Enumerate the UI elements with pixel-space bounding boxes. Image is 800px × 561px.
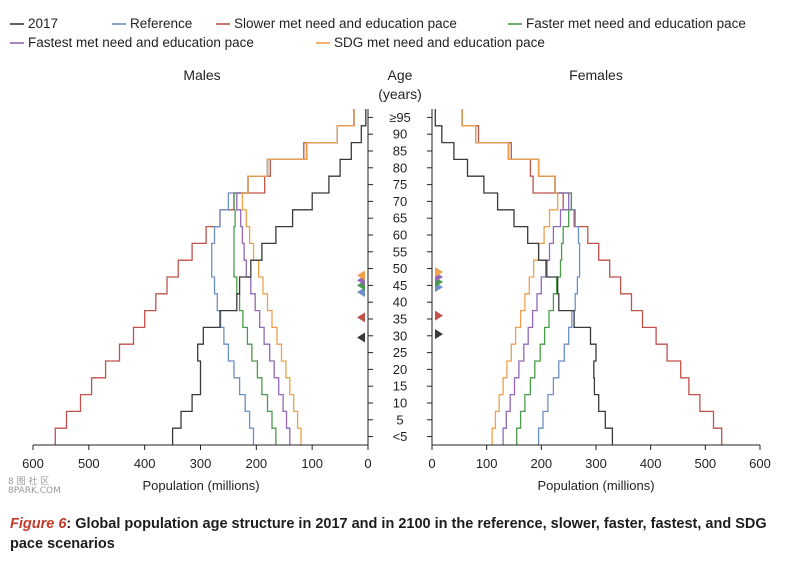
watermark-line2: 8PARK.COM — [8, 486, 61, 496]
females-x-axis-label: Population (millions) — [537, 478, 654, 493]
age-tick-label: 60 — [393, 228, 407, 243]
age-tick-label: 25 — [393, 345, 407, 360]
males-median-marker — [357, 270, 365, 281]
females-x-tick-label: 200 — [530, 456, 552, 471]
watermark: 8 图 社 区 8PARK.COM — [8, 478, 61, 496]
legend-label: SDG met need and education pace — [334, 35, 545, 50]
males-x-tick-label: 500 — [78, 456, 100, 471]
females-series-slower-met-need-and-education-pace — [461, 109, 723, 445]
males-x-tick-label: 0 — [364, 456, 371, 471]
age-tick-label: 80 — [393, 160, 407, 175]
females-x-tick-label: 0 — [428, 456, 435, 471]
age-tick-label: 35 — [393, 312, 407, 327]
age-tick-label: 70 — [393, 194, 407, 209]
females-title: Females — [569, 67, 623, 83]
age-tick-label: 85 — [393, 144, 407, 159]
females-median-marker — [435, 310, 443, 321]
males-median-marker — [357, 332, 365, 343]
females-x-tick-label: 500 — [694, 456, 716, 471]
females-x-tick-label: 400 — [640, 456, 662, 471]
age-tick-label: 50 — [393, 261, 407, 276]
age-tick-label: 20 — [393, 362, 407, 377]
males-median-marker — [357, 287, 365, 298]
population-pyramid-chart: 2017 Reference Slower met need and educati… — [10, 16, 771, 493]
females-x-tick-label: 600 — [749, 456, 771, 471]
caption-text: : Global population age structure in 201… — [10, 516, 767, 552]
age-tick-label: 75 — [393, 177, 407, 192]
age-axis-unit: (years) — [378, 86, 422, 102]
females-panel — [434, 109, 723, 445]
age-tick-label: 65 — [393, 211, 407, 226]
caption-label: Figure 6 — [10, 516, 67, 532]
legend-label: 2017 — [28, 16, 58, 31]
watermark-line1: 8 图 社 区 — [8, 477, 50, 487]
legend-label: Slower met need and education pace — [234, 16, 457, 31]
age-tick-label: 15 — [393, 379, 407, 394]
age-tick-label: 55 — [393, 244, 407, 259]
females-x-tick-label: 300 — [585, 456, 607, 471]
females-median-marker — [435, 266, 443, 277]
age-tick-label: <5 — [393, 429, 408, 444]
males-series-2017 — [171, 109, 367, 445]
males-x-tick-label: 400 — [134, 456, 156, 471]
legend-label: Fastest met need and education pace — [28, 35, 254, 50]
males-panel — [54, 109, 367, 445]
legend-label: Faster met need and education pace — [526, 16, 746, 31]
males-median-marker — [357, 312, 365, 323]
males-x-tick-label: 200 — [245, 456, 267, 471]
legend-label: Reference — [130, 16, 192, 31]
males-title: Males — [183, 67, 220, 83]
age-tick-label: 45 — [393, 278, 407, 293]
age-tick-label: 30 — [393, 328, 407, 343]
males-x-tick-label: 100 — [301, 456, 323, 471]
age-tick-label: ≥95 — [389, 110, 411, 125]
age-tick-label: 10 — [393, 396, 407, 411]
males-x-tick-label: 600 — [22, 456, 44, 471]
figure-caption: Figure 6: Global population age structur… — [10, 514, 790, 554]
x-axes: 600 500 400 300 200 100 0 0 100 200 300 400 500 600 — [22, 109, 771, 471]
males-x-tick-label: 300 — [190, 456, 212, 471]
age-tick-label: 90 — [393, 127, 407, 142]
age-tick-label: 40 — [393, 295, 407, 310]
females-series-2017 — [434, 109, 614, 445]
females-series-sdg-met-need-and-education-pace — [461, 109, 559, 445]
age-axis-title: Age — [388, 67, 413, 83]
median-age-markers — [357, 266, 443, 343]
age-tick-label: 5 — [396, 412, 403, 427]
males-x-axis-label: Population (millions) — [142, 478, 259, 493]
legend: 2017 Reference Slower met need and educati… — [10, 16, 746, 50]
males-series-sdg-met-need-and-education-pace — [241, 109, 355, 445]
females-x-tick-label: 100 — [476, 456, 498, 471]
females-median-marker — [435, 329, 443, 340]
males-series-slower-met-need-and-education-pace — [54, 109, 355, 445]
